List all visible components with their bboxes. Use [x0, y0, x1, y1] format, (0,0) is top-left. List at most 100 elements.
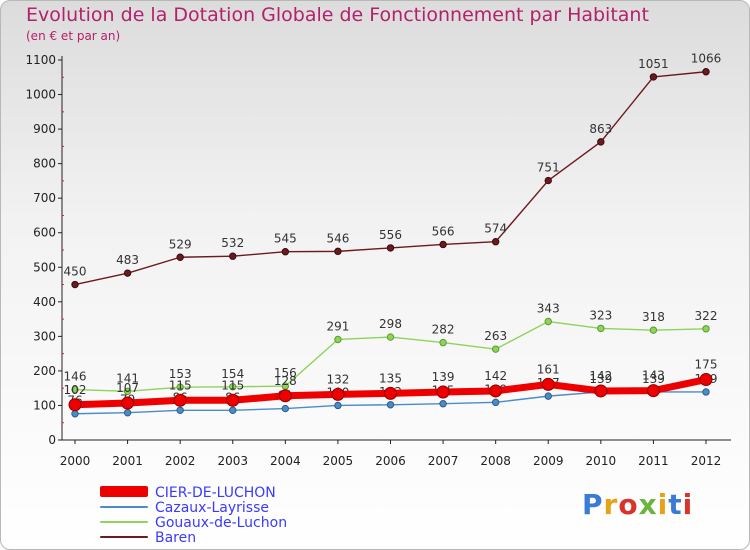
- y-tick-label: 600: [33, 226, 56, 240]
- data-point-cier-de-luchon: [121, 396, 135, 410]
- x-tick-label: 2009: [533, 454, 564, 468]
- data-label-cier-de-luchon: 143: [642, 369, 665, 383]
- data-point-cazaux-layrisse: [386, 401, 395, 409]
- x-tick-label: 2007: [428, 454, 459, 468]
- legend-label-cazaux: Cazaux-Layrisse: [155, 500, 270, 516]
- data-label-baren: 483: [116, 253, 139, 267]
- data-label-baren: 1066: [691, 52, 722, 66]
- data-label-cier-de-luchon: 135: [379, 371, 402, 385]
- data-point-baren: [176, 253, 184, 261]
- x-tick-label: 2001: [112, 454, 143, 468]
- data-point-cazaux-layrisse: [229, 406, 237, 414]
- data-label-baren: 546: [326, 231, 349, 245]
- data-point-gouaux-de-luchon: [334, 335, 342, 344]
- data-point-cier-de-luchon: [594, 384, 608, 398]
- legend-swatch-gouaux: [100, 521, 148, 523]
- data-label-gouaux-de-luchon: 323: [589, 308, 612, 322]
- y-tick-label: 100: [33, 398, 56, 412]
- data-point-cazaux-layrisse: [123, 409, 132, 417]
- legend-label-cier: CIER-DE-LUCHON: [155, 485, 276, 501]
- data-point-baren: [229, 252, 237, 260]
- x-tick-label: 2011: [638, 454, 669, 468]
- data-label-gouaux-de-luchon: 298: [379, 317, 402, 331]
- data-label-baren: 532: [221, 236, 244, 250]
- data-point-cier-de-luchon: [173, 393, 187, 407]
- logo-letter: i: [657, 488, 669, 521]
- proxiti-logo: Proxiti: [582, 488, 693, 521]
- x-tick-label: 2008: [480, 454, 511, 468]
- data-point-cier-de-luchon: [384, 386, 397, 400]
- x-tick-label: 2003: [217, 454, 248, 468]
- data-point-cier-de-luchon: [541, 377, 555, 391]
- data-point-gouaux-de-luchon: [229, 383, 237, 391]
- data-label-baren: 574: [484, 222, 507, 236]
- chart-subtitle: (en € et par an): [26, 29, 121, 43]
- x-tick-label: 2002: [165, 454, 196, 468]
- data-point-gouaux-de-luchon: [439, 338, 447, 347]
- data-label-cier-de-luchon: 142: [484, 369, 507, 383]
- data-point-cier-de-luchon: [226, 393, 240, 407]
- data-point-cier-de-luchon: [489, 384, 503, 398]
- data-label-baren: 566: [432, 224, 455, 238]
- logo-letter: i: [682, 488, 694, 521]
- data-point-gouaux-de-luchon: [649, 326, 658, 334]
- y-tick-label: 700: [33, 191, 56, 205]
- x-tick-label: 2006: [375, 454, 406, 468]
- data-label-cier-de-luchon: 139: [432, 370, 455, 384]
- data-point-cier-de-luchon: [68, 398, 82, 412]
- data-point-baren: [123, 269, 132, 277]
- data-label-cazaux-layrisse: 139: [642, 372, 665, 386]
- data-point-gouaux-de-luchon: [176, 383, 184, 391]
- y-tick-label: 500: [33, 260, 56, 274]
- data-label-gouaux-de-luchon: 153: [169, 367, 192, 381]
- logo-letter: x: [638, 488, 658, 521]
- data-label-cier-de-luchon: 102: [64, 383, 87, 397]
- y-tick-label: 300: [33, 329, 56, 343]
- legend-swatch-cazaux: [100, 506, 148, 508]
- y-tick-label: 400: [33, 295, 56, 309]
- data-point-cier-de-luchon: [646, 384, 660, 398]
- data-label-baren: 545: [274, 232, 297, 246]
- logo-letter: o: [618, 488, 639, 521]
- data-label-baren: 556: [379, 228, 402, 242]
- x-tick-label: 2010: [586, 454, 617, 468]
- data-label-cier-de-luchon: 175: [695, 358, 718, 372]
- y-tick-label: 1000: [25, 88, 56, 102]
- data-label-baren: 751: [537, 161, 560, 175]
- logo-letter: r: [603, 488, 619, 521]
- data-point-cazaux-layrisse: [544, 392, 552, 400]
- data-point-cier-de-luchon: [436, 385, 450, 399]
- data-point-gouaux-de-luchon: [71, 385, 79, 394]
- data-label-gouaux-de-luchon: 291: [326, 319, 349, 333]
- data-point-gouaux-de-luchon: [597, 324, 605, 333]
- logo-letter: P: [582, 488, 604, 521]
- data-label-cier-de-luchon: 115: [169, 378, 192, 392]
- data-label-gouaux-de-luchon: 154: [221, 367, 244, 381]
- data-label-baren: 529: [169, 237, 192, 251]
- data-point-cazaux-layrisse: [334, 401, 342, 410]
- y-tick-label: 900: [33, 122, 56, 136]
- y-tick-label: 800: [33, 157, 56, 171]
- data-label-gouaux-de-luchon: 146: [64, 370, 87, 384]
- data-point-baren: [649, 73, 658, 81]
- data-point-gouaux-de-luchon: [544, 317, 552, 326]
- data-point-baren: [491, 238, 500, 246]
- series-line-baren: [74, 71, 707, 286]
- data-point-baren: [597, 138, 605, 146]
- data-label-cier-de-luchon: 107: [116, 381, 139, 395]
- data-point-gouaux-de-luchon: [702, 325, 710, 333]
- data-point-cier-de-luchon: [331, 387, 345, 401]
- data-label-gouaux-de-luchon: 343: [537, 302, 560, 316]
- data-label-gouaux-de-luchon: 156: [274, 366, 297, 380]
- x-tick-label: 2005: [323, 454, 354, 468]
- data-label-cier-de-luchon: 132: [326, 372, 349, 386]
- data-point-gouaux-de-luchon: [386, 333, 395, 341]
- legend-swatch-baren: [100, 536, 148, 538]
- data-point-baren: [702, 68, 710, 76]
- data-label-cier-de-luchon: 128: [274, 374, 297, 388]
- data-label-gouaux-de-luchon: 141: [116, 371, 139, 385]
- data-point-baren: [334, 247, 342, 256]
- data-point-gouaux-de-luchon: [491, 345, 500, 353]
- y-tick-label: 0: [48, 433, 56, 447]
